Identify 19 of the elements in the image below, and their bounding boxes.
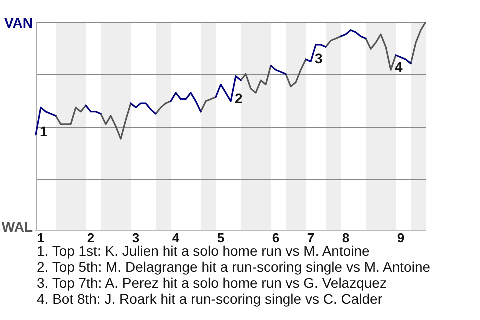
x-tick-label: 7: [307, 230, 315, 246]
text: 4. Bot 8th: J. Roark hit a run-scoring single vs C. Calder: [37, 291, 384, 307]
text: WAL: [2, 218, 34, 235]
text: 1. Top 1st: K. Julien hit a solo home run vs M. Antoine: [37, 243, 370, 259]
x-tick-label: 3: [132, 230, 140, 246]
x-tick-label: 2: [87, 230, 95, 246]
x-tick-label: 5: [217, 230, 225, 246]
x-tick-label: 9: [397, 230, 405, 246]
x-tick-label: 8: [342, 230, 350, 246]
x-tick-label: 6: [272, 230, 280, 246]
annotation: 3: [315, 50, 323, 67]
x-tick-label: 4: [172, 230, 180, 246]
annotation: 4: [395, 58, 403, 75]
annotation: 1: [40, 124, 48, 140]
text: 3. Top 7th: A. Perez hit a solo home run vs G. Velazquez: [37, 275, 388, 291]
x-tick-label: 1: [37, 230, 45, 246]
text: VAN: [4, 14, 33, 31]
annotation: 2: [235, 90, 243, 106]
text: 2. Top 5th: M. Delagrange hit a run-scoring single vs M. Antoine: [37, 259, 431, 275]
